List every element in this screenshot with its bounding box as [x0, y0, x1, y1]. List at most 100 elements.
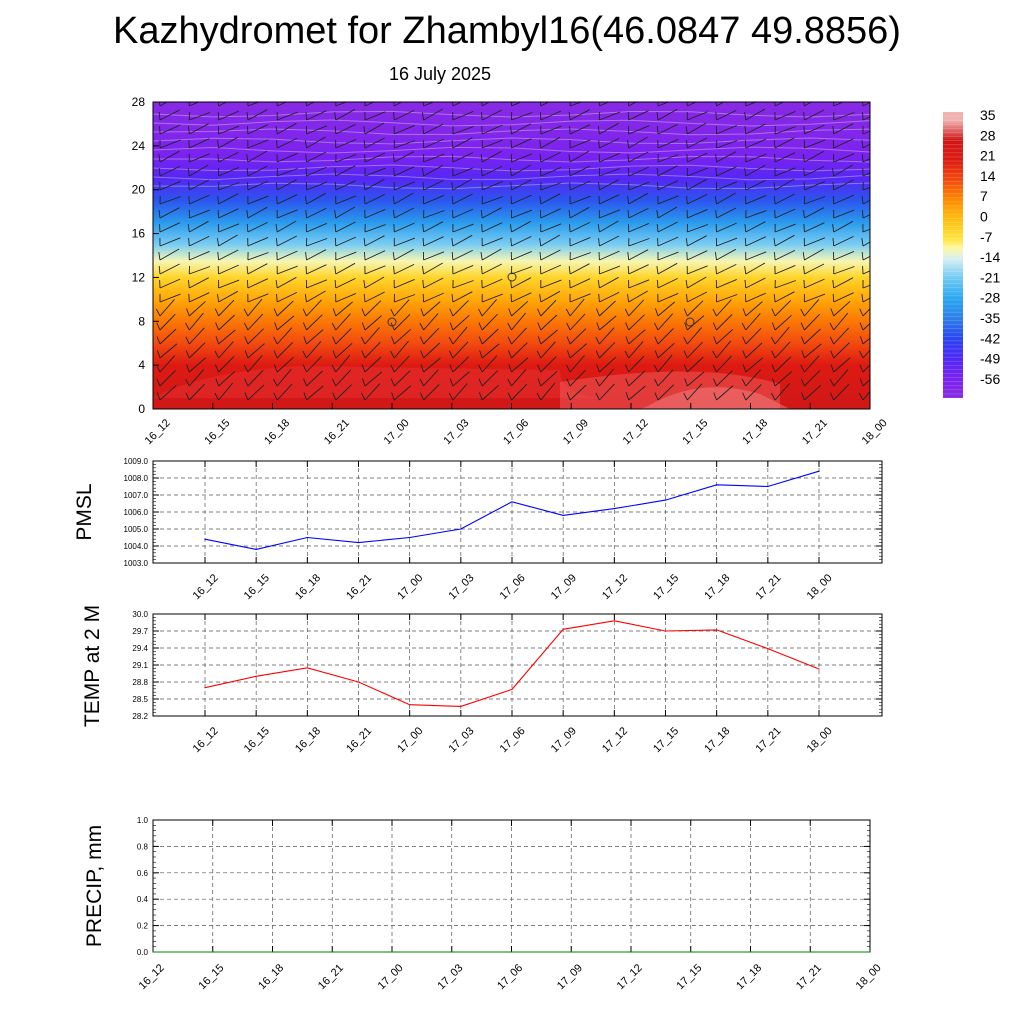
y-axis-label: TEMP at 2 M	[81, 605, 104, 727]
data-point	[357, 542, 360, 544]
wind-barb	[510, 235, 532, 247]
wind-barb	[215, 370, 236, 387]
data-point	[570, 951, 572, 953]
wind-barb	[832, 220, 854, 233]
colorbar-label: -14	[980, 249, 1000, 265]
x-tick-label: 16_21	[344, 572, 374, 602]
wind-barb	[481, 139, 503, 149]
colorbar-label: -35	[980, 310, 1000, 326]
data-point	[306, 536, 308, 539]
data-point	[809, 951, 811, 953]
wind-barb	[363, 178, 385, 191]
wind-barb	[539, 102, 550, 107]
wind-barb	[303, 329, 324, 345]
wind-barb	[217, 110, 239, 121]
x-tick-label: 17_21	[753, 572, 783, 602]
wind-barb	[244, 369, 264, 387]
wind-barb	[217, 102, 228, 107]
wind-barb	[304, 136, 326, 149]
wind-barb	[217, 249, 239, 261]
x-tick-label: 16_21	[344, 725, 374, 755]
wind-barb	[801, 343, 822, 359]
data-point	[451, 951, 453, 953]
wind-barb	[274, 315, 295, 331]
x-tick-label: 17_00	[395, 572, 425, 602]
wind-barb	[861, 238, 870, 247]
y-tick-label: 1007.0	[124, 491, 149, 500]
wind-barb	[275, 235, 298, 247]
wind-barb	[419, 369, 439, 387]
colorbar-label: 7	[980, 188, 988, 204]
wind-barb	[422, 194, 445, 205]
wind-barb	[715, 222, 737, 233]
wind-barb	[829, 327, 850, 345]
y-tick-label: 0.6	[137, 869, 149, 878]
wind-barb	[364, 167, 386, 177]
wind-barb	[302, 341, 322, 359]
wind-barb	[627, 264, 649, 275]
wind-barb	[686, 111, 708, 121]
data-point	[664, 630, 667, 632]
data-point	[613, 508, 615, 510]
wind-barb	[510, 153, 533, 163]
wind-barb	[540, 166, 562, 177]
colorbar-label: -49	[980, 351, 1000, 367]
wind-barb	[742, 327, 762, 345]
colorbar-label: 0	[980, 209, 988, 225]
wind-barb	[422, 123, 444, 135]
wind-barb	[656, 108, 678, 121]
wind-barb	[683, 383, 703, 401]
wind-barb	[507, 342, 528, 359]
contour-line	[153, 164, 870, 172]
x-tick-label: 16_12	[191, 572, 221, 602]
x-tick-label: 17_06	[498, 725, 528, 755]
wind-barb	[481, 124, 503, 135]
wind-barb	[654, 369, 674, 387]
wind-barb	[363, 276, 385, 289]
wind-barb	[510, 138, 532, 149]
wind-barb	[393, 207, 415, 219]
x-tick-label: 18_00	[805, 725, 835, 755]
wind-barb	[334, 221, 356, 233]
wind-barb	[156, 343, 178, 359]
x-tick-label: 17_00	[376, 962, 406, 992]
wind-barb	[451, 193, 473, 205]
wind-barb	[539, 136, 561, 149]
wind-barb	[393, 222, 415, 233]
wind-barb	[537, 299, 557, 317]
wind-barb	[273, 383, 293, 401]
wind-barb	[656, 277, 678, 289]
wind-barb	[832, 138, 854, 149]
wind-barb	[569, 180, 591, 191]
wind-barb	[540, 223, 562, 233]
wind-barb	[185, 312, 204, 331]
wind-barb	[188, 292, 210, 303]
wind-barb	[569, 236, 591, 247]
wind-barb	[713, 328, 734, 345]
wind-barb	[803, 237, 825, 247]
wind-barb	[390, 340, 409, 359]
wind-barb	[715, 263, 737, 275]
wind-barb	[452, 279, 474, 289]
temp2m-panel: 28.2 28.5 28.8 29.1 29.4 29.7 30.0 16_12 16_15 16…	[81, 605, 883, 755]
wind-barb	[214, 341, 234, 359]
wind-barb	[627, 136, 648, 149]
wind-barb	[830, 357, 851, 373]
x-tick-label: 16_18	[256, 962, 286, 992]
wind-barb	[771, 314, 792, 331]
wind-barb	[686, 250, 708, 261]
wind-barb	[598, 265, 621, 275]
wind-barb	[627, 207, 649, 219]
wind-barb	[569, 278, 591, 289]
data-point	[690, 951, 692, 953]
wind-barb	[685, 276, 707, 289]
wind-barb	[627, 249, 649, 261]
wind-barb	[833, 265, 855, 275]
wind-barb	[480, 207, 502, 219]
wind-barb	[744, 108, 766, 121]
x-tick-label: 17_03	[441, 417, 471, 447]
wind-barb	[480, 150, 502, 163]
wind-barb	[302, 299, 322, 317]
wind-barb	[393, 139, 416, 149]
wind-barb	[363, 235, 385, 247]
